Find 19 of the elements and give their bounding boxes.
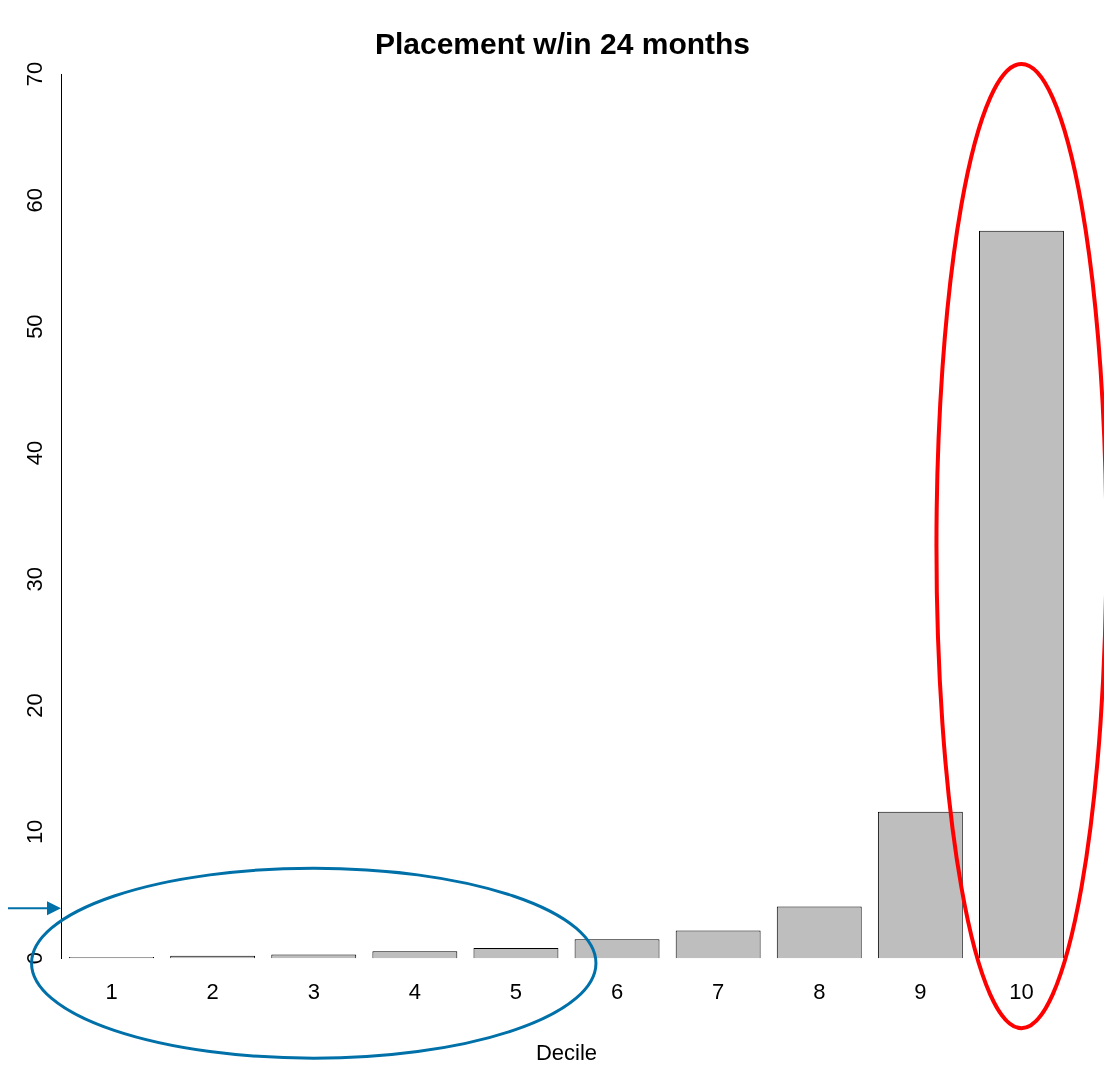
y-tick-label: 20 <box>22 693 48 718</box>
y-tick-label: 10 <box>22 819 48 845</box>
x-tick-label: 3 <box>307 979 320 1005</box>
x-tick-label: 10 <box>1009 979 1034 1005</box>
x-tick-label: 5 <box>509 979 523 1005</box>
y-tick-label: 60 <box>22 188 48 213</box>
x-tick-label: 6 <box>610 979 624 1005</box>
x-tick-label: 2 <box>206 979 219 1005</box>
chart-title: Placement w/in 24 months <box>374 27 751 61</box>
x-tick-label: 9 <box>914 979 927 1005</box>
x-tick-label: 1 <box>105 979 118 1005</box>
x-axis-title: Decile <box>535 1039 598 1065</box>
x-tick-label: 7 <box>712 979 725 1005</box>
x-tick-label: 8 <box>813 979 826 1005</box>
y-tick-label: 70 <box>22 61 48 87</box>
y-tick-label: 50 <box>22 314 48 339</box>
y-tick-label: 40 <box>22 440 48 466</box>
x-tick-label: 4 <box>408 979 421 1005</box>
y-tick-label: 30 <box>22 567 48 592</box>
